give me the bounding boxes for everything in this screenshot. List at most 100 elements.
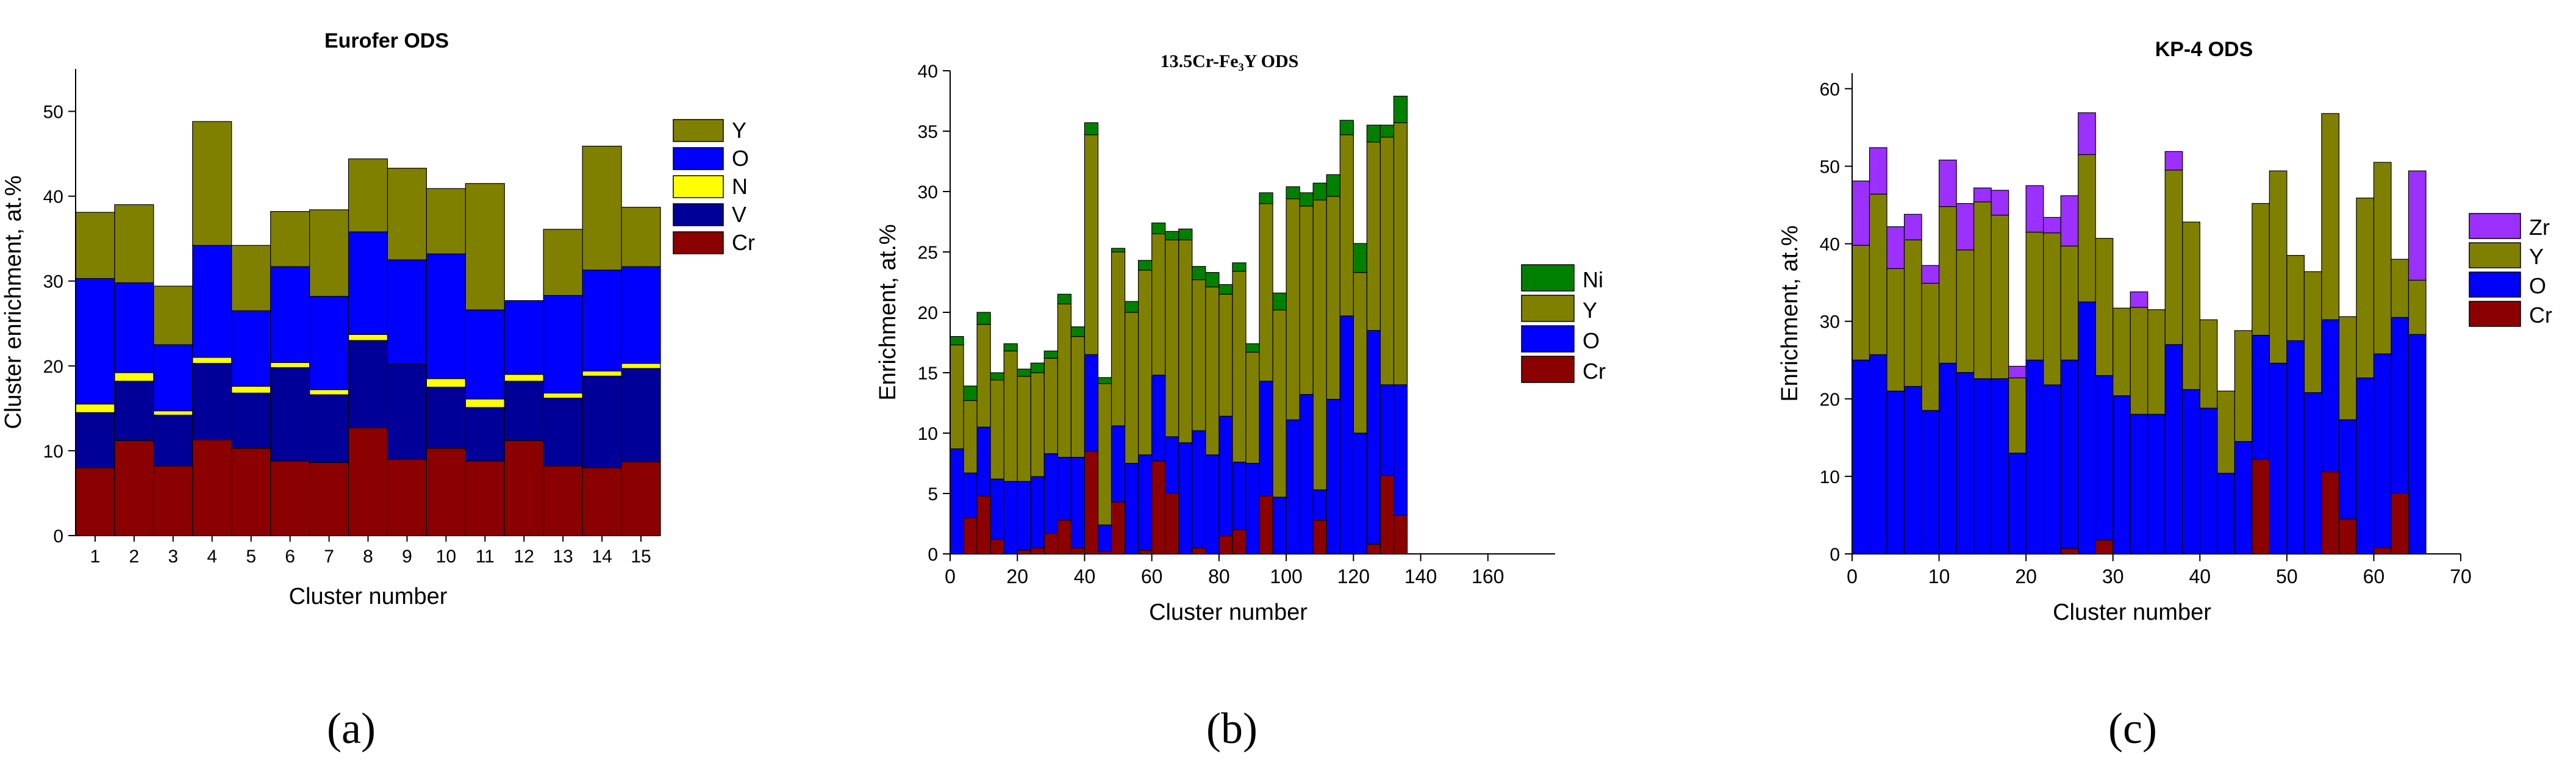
x-tick-label: 12 [514, 547, 534, 567]
bar-ni-7 [1030, 362, 1045, 373]
bar-n-6 [270, 362, 310, 368]
bar-o-12 [504, 300, 544, 375]
legend-swatch-cr [1521, 356, 1575, 383]
bar-o-21 [1218, 415, 1233, 536]
y-tick-label: 0 [928, 545, 938, 565]
bar-zr-7 [1956, 203, 1975, 251]
bar-y-29 [1326, 196, 1340, 400]
x-tick-label: 5 [246, 547, 256, 567]
bar-ni-11 [1084, 122, 1099, 135]
bar-y-17 [2130, 307, 2148, 415]
bar-n-4 [192, 357, 232, 364]
y-tick-label: 20 [1820, 390, 1840, 410]
bar-o-28 [2321, 319, 2340, 472]
bar-y-7 [1030, 372, 1045, 477]
y-tick-label: 20 [43, 357, 63, 377]
bar-ni-19 [1192, 266, 1206, 281]
bar-o-24 [1259, 381, 1273, 497]
bar-y-5 [1921, 282, 1940, 411]
bar-y-32 [2391, 259, 2410, 318]
bar-ni-1 [950, 336, 964, 346]
bar-y-2 [963, 400, 978, 473]
bar-y-10 [1070, 336, 1086, 458]
x-tick-label: 30 [2102, 565, 2124, 587]
y-axis-label: Enrichment, at.% [875, 224, 901, 400]
x-tick-label: 15 [631, 547, 651, 567]
x-tick-label: 70 [2450, 565, 2472, 587]
bar-o-3 [1886, 390, 1905, 554]
bar-o-20 [2182, 389, 2200, 554]
bar-n-5 [231, 386, 271, 393]
bar-o-29 [1326, 398, 1340, 554]
bar-cr-2 [114, 440, 154, 536]
chart-title: KP-4 ODS [2155, 38, 2253, 61]
bar-y-20 [2182, 221, 2200, 390]
bar-zr-14 [2078, 112, 2096, 156]
chart-panel-3: 0 10 20 30 40 50 60 0 10 20 30 40 50 60 70 KP-4 ODS Clus… [1777, 38, 2552, 753]
bar-o-15 [1138, 454, 1153, 551]
bar-cr-9 [1057, 519, 1072, 554]
bar-cr-12 [504, 440, 544, 536]
x-tick-label: 80 [1208, 565, 1230, 587]
bar-o-2 [1869, 354, 1887, 554]
y-tick-label: 10 [918, 424, 938, 444]
bar-zr-33 [2408, 170, 2427, 281]
legend-swatch-v [673, 203, 724, 226]
bar-n-2 [114, 372, 154, 382]
bar-cr-17 [1165, 493, 1179, 554]
legend-label-zr: Zr [2529, 215, 2550, 240]
bar-y-13 [1111, 251, 1126, 426]
bar-ni-6 [1017, 368, 1031, 377]
bar-cr-7 [309, 462, 349, 536]
bar-o-24 [2252, 334, 2270, 460]
x-tick-label: 60 [2363, 565, 2385, 587]
bar-o-4 [1903, 386, 1922, 554]
bar-o-1 [950, 448, 964, 554]
bar-o-10 [2008, 453, 2027, 554]
y-tick-label: 30 [918, 182, 938, 203]
bar-y-5 [1003, 350, 1018, 482]
bar-y-16 [2113, 307, 2131, 397]
bar-y-15 [2095, 238, 2114, 376]
bar-ni-28 [1312, 182, 1327, 201]
bar-ni-18 [1178, 228, 1193, 240]
bar-y-16 [1151, 233, 1166, 376]
y-tick-label: 50 [43, 102, 63, 123]
bar-y-1 [1852, 245, 1870, 361]
bar-y-6 [270, 211, 310, 267]
legend-swatch-cr [673, 231, 724, 254]
bar-o-18 [1178, 442, 1193, 554]
bar-y-7 [309, 209, 349, 297]
legend-swatch-y [673, 119, 724, 142]
bar-o-34 [1393, 384, 1408, 516]
bar-y-1 [950, 344, 964, 450]
bar-ni-15 [1138, 260, 1153, 271]
y-tick-label: 15 [918, 364, 938, 384]
bar-o-26 [2286, 340, 2305, 554]
bar-y-19 [2164, 170, 2183, 345]
bar-y-2 [114, 204, 154, 284]
legend-swatch-ni [1521, 264, 1575, 292]
x-tick-label: 20 [1006, 565, 1028, 587]
bar-y-14 [582, 145, 622, 271]
bar-y-5 [231, 245, 271, 312]
bar-cr-4 [192, 439, 232, 536]
bar-o-11 [1084, 354, 1099, 452]
bar-y-28 [1312, 199, 1327, 490]
legend-swatch-o [2469, 271, 2521, 298]
y-tick-label: 5 [928, 484, 938, 504]
bar-y-4 [192, 121, 232, 246]
bar-o-18 [2147, 414, 2166, 554]
bar-cr-28 [2321, 471, 2340, 554]
legend-swatch-n [673, 175, 724, 198]
legend-label-y: Y [2529, 244, 2544, 269]
bar-cr-13 [543, 465, 583, 536]
bar-y-24 [1259, 203, 1273, 382]
bar-ni-30 [1339, 120, 1354, 135]
bar-ni-9 [1057, 293, 1072, 304]
bar-cr-10 [1070, 547, 1086, 554]
bar-v-4 [192, 363, 232, 440]
bar-y-31 [1353, 272, 1367, 434]
y-axis-label: Cluster enrichment, at.% [1, 175, 26, 429]
bar-o-1 [1852, 359, 1870, 554]
